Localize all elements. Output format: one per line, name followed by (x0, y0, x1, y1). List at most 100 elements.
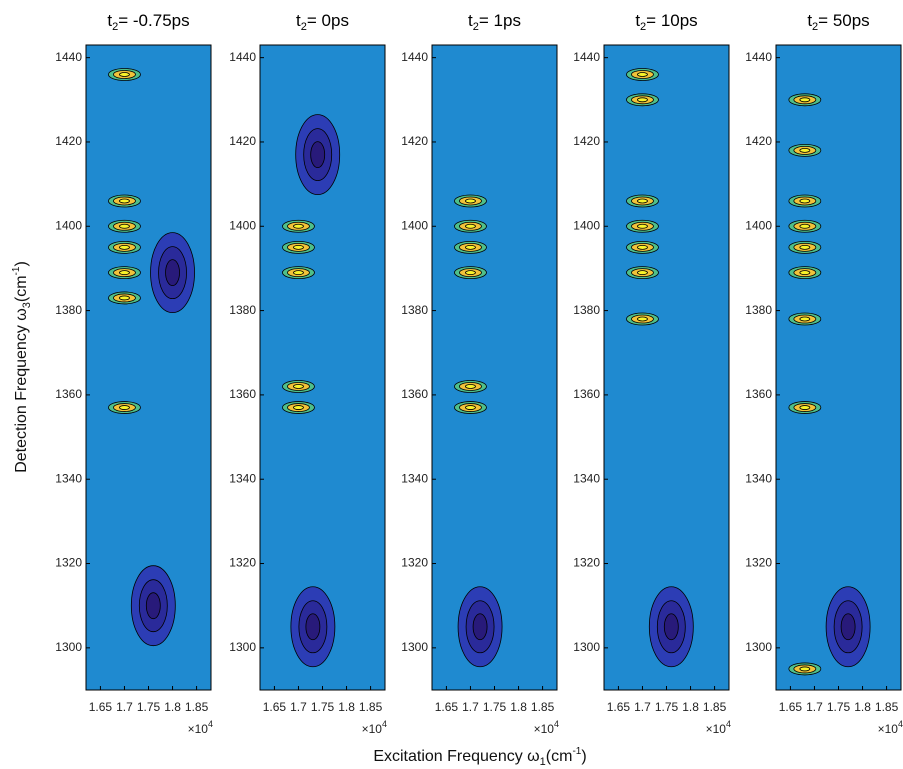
maximum (119, 244, 130, 250)
x-tick-label: 1.75 (137, 700, 161, 714)
y-tick-label: 1380 (745, 303, 772, 317)
maximum (465, 198, 476, 204)
maximum (465, 384, 476, 389)
plot-area (260, 45, 385, 690)
minimum (472, 613, 488, 641)
title-symbol: t (107, 11, 112, 30)
maximum (799, 666, 811, 672)
title-subscript: 2 (640, 21, 646, 33)
title-symbol: t (807, 11, 812, 30)
x-tick-label: 1.85 (531, 700, 555, 714)
y-tick-label: 1360 (573, 387, 600, 401)
maximum (637, 270, 648, 276)
y_label: Detection Frequency ω3(cm-1) (11, 261, 33, 473)
y-tick-label: 1440 (229, 50, 256, 64)
y-tick-label: 1420 (401, 134, 428, 148)
y-tick-label: 1400 (55, 218, 82, 232)
y-tick-label: 1340 (573, 471, 600, 485)
plot-area (776, 45, 901, 690)
title-subscript: 2 (301, 21, 307, 33)
multiplier-exponent: 4 (726, 719, 731, 729)
x-multiplier: ×104 (188, 719, 213, 736)
y-tick-label: 1360 (55, 387, 82, 401)
multiplier-exponent: 4 (554, 719, 559, 729)
multiplier-base: ×10 (706, 722, 727, 736)
title-symbol: t (635, 11, 640, 30)
x_label: Excitation Frequency ω1(cm-1) (373, 746, 586, 768)
maximum (293, 384, 304, 389)
multiplier-base: ×10 (362, 722, 383, 736)
maximum (799, 244, 811, 250)
y-tick-label: 1320 (55, 556, 82, 570)
maximum (465, 244, 476, 250)
maximum (119, 295, 130, 301)
y-tick-label: 1380 (55, 303, 82, 317)
y-tick-label: 1300 (745, 640, 772, 654)
y-tick-label: 1380 (229, 303, 256, 317)
y-tick-label: 1320 (229, 556, 256, 570)
maximum (465, 270, 476, 276)
panel-title: t2= 10ps (635, 11, 697, 32)
minimum (310, 141, 326, 169)
x-tick-label: 1.8 (854, 700, 871, 714)
x-tick-label: 1.85 (359, 700, 383, 714)
maximum (799, 147, 811, 153)
y-tick-label: 1300 (573, 640, 600, 654)
x-tick-label: 1.8 (682, 700, 699, 714)
maximum (293, 270, 304, 276)
y-tick-label: 1360 (745, 387, 772, 401)
y-tick-label: 1440 (401, 50, 428, 64)
y-tick-label: 1300 (229, 640, 256, 654)
x-tick-label: 1.8 (338, 700, 355, 714)
minimum (145, 592, 161, 620)
maximum (465, 405, 476, 410)
multiplier-base: ×10 (878, 722, 899, 736)
y-tick-label: 1420 (745, 134, 772, 148)
y-tick-label: 1440 (55, 50, 82, 64)
maximum (119, 198, 130, 204)
minimum (663, 613, 679, 641)
plot-area (604, 45, 729, 690)
x-tick-label: 1.75 (483, 700, 507, 714)
x-tick-label: 1.7 (290, 700, 307, 714)
y-tick-label: 1420 (229, 134, 256, 148)
title-text: = 0ps (307, 11, 349, 30)
x-tick-label: 1.65 (89, 700, 113, 714)
x-tick-label: 1.7 (634, 700, 651, 714)
x-tick-label: 1.8 (164, 700, 181, 714)
minimum (305, 613, 321, 641)
title-symbol: t (468, 11, 473, 30)
maximum (637, 72, 648, 77)
x-tick-label: 1.65 (263, 700, 287, 714)
multiplier-exponent: 4 (382, 719, 387, 729)
y-tick-label: 1420 (55, 134, 82, 148)
panel-title: t2= -0.75ps (107, 11, 189, 32)
panel-title: t2= 50ps (807, 11, 869, 32)
maximum (119, 270, 130, 276)
title-subscript: 2 (112, 21, 118, 33)
x-multiplier: ×104 (362, 719, 387, 736)
y-tick-label: 1360 (401, 387, 428, 401)
y-tick-label: 1380 (401, 303, 428, 317)
x-tick-label: 1.65 (435, 700, 459, 714)
x-multiplier: ×104 (706, 719, 731, 736)
maximum (637, 223, 648, 229)
plot-area (432, 45, 557, 690)
x-tick-label: 1.7 (806, 700, 823, 714)
title-text: = -0.75ps (118, 11, 189, 30)
title-subscript: 2 (473, 21, 479, 33)
x-tick-label: 1.65 (779, 700, 803, 714)
y-tick-label: 1340 (229, 471, 256, 485)
maximum (799, 97, 811, 103)
y-tick-label: 1340 (55, 471, 82, 485)
multiplier-exponent: 4 (208, 719, 213, 729)
y-tick-label: 1300 (55, 640, 82, 654)
maximum (293, 223, 304, 229)
x-tick-label: 1.85 (185, 700, 209, 714)
x-tick-label: 1.75 (311, 700, 335, 714)
x-tick-label: 1.75 (827, 700, 851, 714)
maximum (119, 405, 130, 410)
x-tick-label: 1.85 (703, 700, 727, 714)
label-subscript: 3 (21, 302, 33, 308)
